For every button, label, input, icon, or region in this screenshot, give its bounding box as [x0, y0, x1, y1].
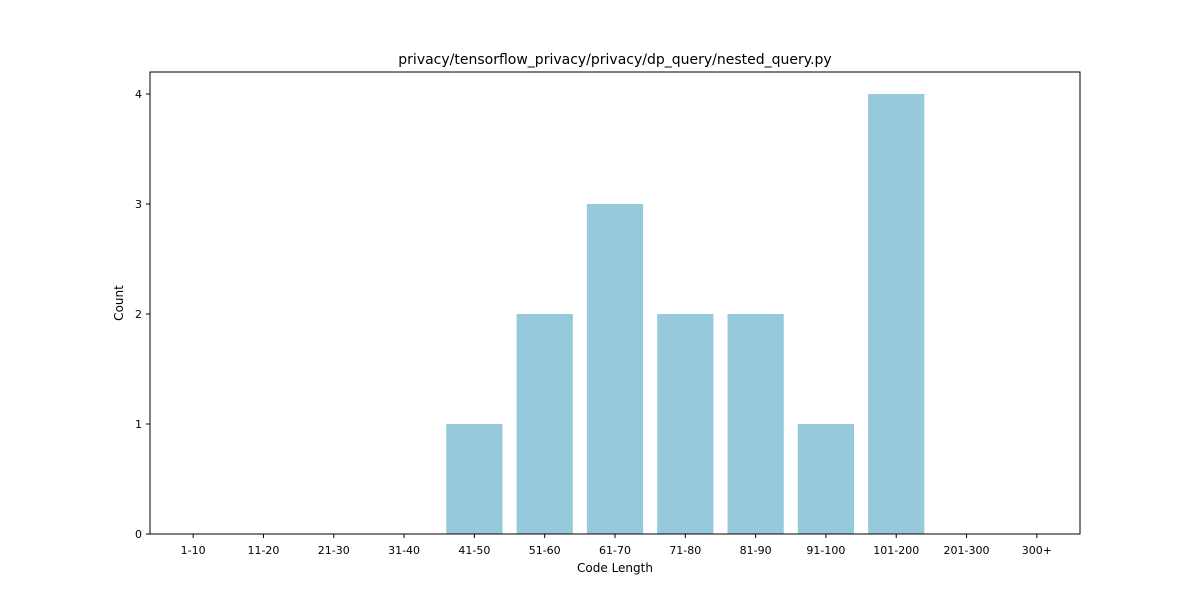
bar-51-60 [516, 314, 573, 534]
bar-71-80 [657, 314, 714, 534]
x-axis-label: Code Length [577, 561, 653, 575]
bar-91-100 [797, 424, 855, 534]
y-tick-label: 1 [135, 418, 142, 431]
bars-layer [446, 94, 925, 534]
x-tick-label: 61-70 [599, 544, 631, 557]
bar-61-70 [586, 204, 644, 534]
y-tick-label: 4 [135, 88, 142, 101]
x-tick-label: 41-50 [458, 544, 490, 557]
x-tick-label: 71-80 [669, 544, 701, 557]
x-tick-label: 1-10 [181, 544, 206, 557]
x-tick-label: 31-40 [388, 544, 420, 557]
x-tick-label: 101-200 [873, 544, 919, 557]
bar-81-90 [727, 314, 784, 534]
y-axis: 0 1 2 3 4 [135, 88, 150, 541]
x-tick-label: 21-30 [318, 544, 350, 557]
y-tick-label: 3 [135, 198, 142, 211]
x-tick-label: 11-20 [247, 544, 279, 557]
bar-101-200 [868, 94, 925, 534]
bar-41-50 [446, 424, 503, 534]
x-tick-label: 300+ [1022, 544, 1052, 557]
x-axis: 1-10 11-20 21-30 31-40 41-50 51-60 61-70 71-80 8… [181, 534, 1052, 557]
x-tick-label: 201-300 [944, 544, 990, 557]
y-tick-label: 0 [135, 528, 142, 541]
y-axis-label: Count [112, 285, 126, 321]
chart-title: privacy/tensorflow_privacy/privacy/dp_qu… [398, 52, 831, 68]
y-tick-label: 2 [135, 308, 142, 321]
x-tick-label: 51-60 [529, 544, 561, 557]
x-tick-label: 91-100 [806, 544, 845, 557]
x-tick-label: 81-90 [740, 544, 772, 557]
